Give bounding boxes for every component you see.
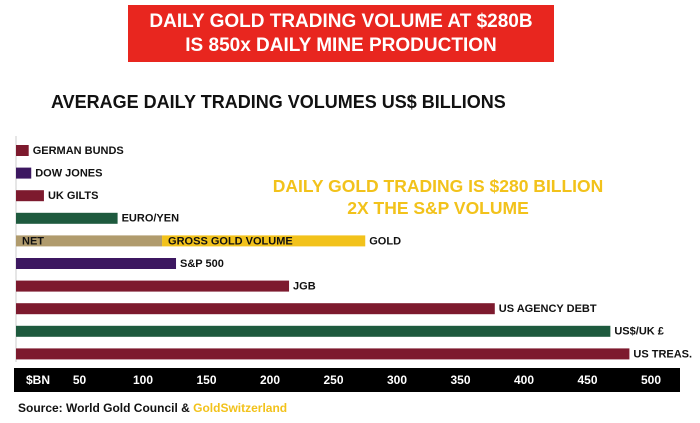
bar-us-treas <box>16 348 630 360</box>
headline-line-2: IS 850x DAILY MINE PRODUCTION <box>185 35 497 56</box>
bar-label-us-agency-debt: US AGENCY DEBT <box>499 303 597 315</box>
bar-us-uk <box>16 325 611 337</box>
bar-label-german-bunds: GERMAN BUNDS <box>33 145 124 157</box>
bar-label-dow-jones: DOW JONES <box>35 168 102 180</box>
x-tick-label-350: 350 <box>450 373 470 387</box>
headline-line-1: DAILY GOLD TRADING VOLUME AT $280B <box>149 11 533 32</box>
x-tick-label-250: 250 <box>323 373 343 387</box>
bar-label-s-p-500: S&P 500 <box>180 258 224 270</box>
x-tick-label-50: 50 <box>73 373 87 387</box>
bar-label-us-treas: US TREAS. <box>633 348 692 360</box>
x-tick-label-100: 100 <box>133 373 153 387</box>
bar-jgb <box>16 280 290 292</box>
x-tick-label-150: 150 <box>196 373 216 387</box>
bar-label-us-uk: US$/UK £ <box>614 326 664 338</box>
bar-s-p-500 <box>16 258 177 269</box>
bar-segment-gross-gold-volume <box>162 235 366 247</box>
highlight-line-1: DAILY GOLD TRADING IS $280 BILLION <box>272 176 604 196</box>
bars-group: GERMAN BUNDS DOW JONES UK GILTS EURO/YEN NET… <box>16 145 692 360</box>
bar-dow-jones <box>16 167 32 179</box>
x-tick-label-300: 300 <box>387 373 407 387</box>
x-axis-ticks: $BN 50 100 150 200 250 300 350 400 450 500 <box>26 373 661 387</box>
bar-label-jgb: JGB <box>293 281 316 293</box>
highlight-line-2: 2X THE S&P VOLUME <box>347 198 529 218</box>
source-brand: GoldSwitzerland <box>193 401 288 415</box>
x-tick-label-500: 500 <box>641 373 661 387</box>
x-axis-unit-label: $BN <box>26 373 50 387</box>
segment-label-gross-gold-volume: GROSS GOLD VOLUME <box>168 235 293 247</box>
chart-title: AVERAGE DAILY TRADING VOLUMES US$ BILLIO… <box>51 92 506 112</box>
bar-us-agency-debt <box>16 303 495 315</box>
x-tick-label-450: 450 <box>577 373 597 387</box>
source-prefix: Source: World Gold Council & <box>18 401 194 415</box>
x-axis-bar <box>14 368 680 392</box>
segment-label-net: NET <box>22 235 44 247</box>
headline-banner: DAILY GOLD TRADING VOLUME AT $280B IS 85… <box>128 5 554 62</box>
x-tick-label-400: 400 <box>514 373 534 387</box>
bar-label-euro-yen: EURO/YEN <box>122 213 180 225</box>
bar-german-bunds <box>16 145 29 156</box>
bar-label-gold: GOLD <box>369 235 401 247</box>
bar-segment-net <box>16 235 163 247</box>
bar-euro-yen <box>16 212 118 224</box>
bar-uk-gilts <box>16 190 44 202</box>
x-tick-label-200: 200 <box>260 373 280 387</box>
highlight-callout: DAILY GOLD TRADING IS $280 BILLION 2X TH… <box>228 175 648 219</box>
source-note: Source: World Gold Council & GoldSwitzer… <box>18 401 287 415</box>
bar-label-uk-gilts: UK GILTS <box>48 190 99 202</box>
